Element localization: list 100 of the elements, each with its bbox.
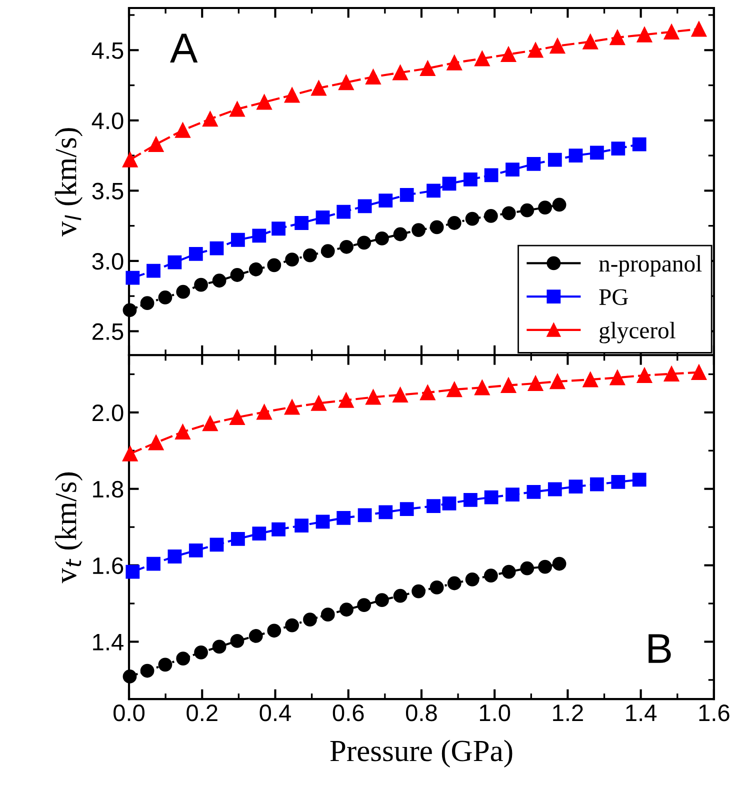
y-tick-label: 1.4 (93, 634, 124, 650)
point (202, 416, 218, 432)
point (148, 136, 164, 152)
point (464, 172, 478, 186)
point (500, 46, 516, 62)
point (446, 55, 462, 70)
x-tick-label: 0.2 (186, 704, 218, 722)
point (176, 284, 190, 299)
point (520, 203, 534, 218)
point (568, 480, 583, 494)
point (148, 434, 164, 450)
point (506, 162, 520, 177)
point (590, 477, 604, 492)
point (484, 490, 498, 504)
point (294, 216, 309, 230)
point (158, 290, 172, 304)
point (484, 568, 498, 583)
point (168, 255, 182, 270)
point (392, 387, 408, 402)
annotation: B (648, 634, 671, 663)
point (502, 206, 516, 220)
point (691, 364, 707, 380)
point (464, 493, 478, 507)
point (392, 64, 408, 80)
point (375, 232, 389, 246)
point (336, 510, 351, 525)
point (526, 157, 541, 171)
point (267, 258, 282, 272)
point (548, 482, 562, 496)
point (231, 532, 245, 546)
point (538, 560, 552, 574)
point (311, 396, 326, 411)
point (248, 262, 263, 276)
x-axis-title: Pressure (GPa) (330, 740, 512, 768)
point (230, 102, 245, 117)
point (375, 593, 389, 608)
point (336, 204, 351, 219)
point (230, 268, 244, 282)
point (316, 210, 330, 224)
point (272, 222, 286, 236)
point (400, 502, 414, 516)
point (338, 74, 354, 90)
point (412, 584, 426, 598)
point (582, 34, 598, 50)
point (412, 223, 426, 237)
x-tick-label: 1.2 (553, 704, 583, 722)
point (366, 390, 381, 405)
point (358, 199, 372, 214)
point (393, 588, 408, 603)
point (338, 392, 354, 408)
point (520, 561, 534, 576)
point (378, 505, 393, 520)
point (484, 168, 498, 182)
point (610, 370, 626, 386)
point (194, 278, 208, 292)
point (316, 514, 330, 529)
annotation: A (170, 34, 198, 62)
point (611, 475, 626, 489)
point (212, 640, 226, 654)
point (400, 188, 414, 202)
x-tick-label: 0.4 (260, 704, 291, 722)
y-axis-title: v$_{l}$ (km/s) (54, 128, 83, 237)
point (526, 484, 541, 499)
point (636, 368, 652, 384)
point (284, 399, 300, 415)
point (122, 303, 137, 318)
y-tick-label: 3.0 (92, 253, 124, 270)
legend-label: glycerol (600, 322, 676, 344)
point (285, 252, 300, 266)
point (442, 176, 456, 191)
point (256, 94, 272, 110)
point (691, 21, 707, 37)
x-tick-label: 1.6 (699, 704, 730, 722)
point (484, 209, 498, 223)
point (474, 380, 490, 396)
point (122, 446, 138, 462)
point (500, 378, 516, 393)
x-tick-label: 0.0 (114, 704, 144, 722)
point (285, 618, 300, 632)
point (447, 216, 462, 230)
point (158, 658, 172, 672)
y-tick-label: 4.5 (92, 42, 124, 59)
point (502, 564, 516, 579)
point (212, 274, 226, 288)
point (366, 69, 381, 84)
point (550, 374, 566, 390)
point (552, 198, 566, 212)
point (188, 543, 203, 558)
point (430, 220, 444, 234)
legend-label: PG (599, 289, 628, 306)
point (538, 200, 552, 214)
point (474, 50, 490, 66)
point (446, 382, 462, 398)
point (146, 264, 160, 278)
point (202, 111, 218, 127)
legend-label: n-propanol (599, 255, 702, 277)
point (582, 372, 598, 388)
point (272, 522, 286, 536)
point (311, 80, 326, 96)
point (552, 556, 566, 571)
